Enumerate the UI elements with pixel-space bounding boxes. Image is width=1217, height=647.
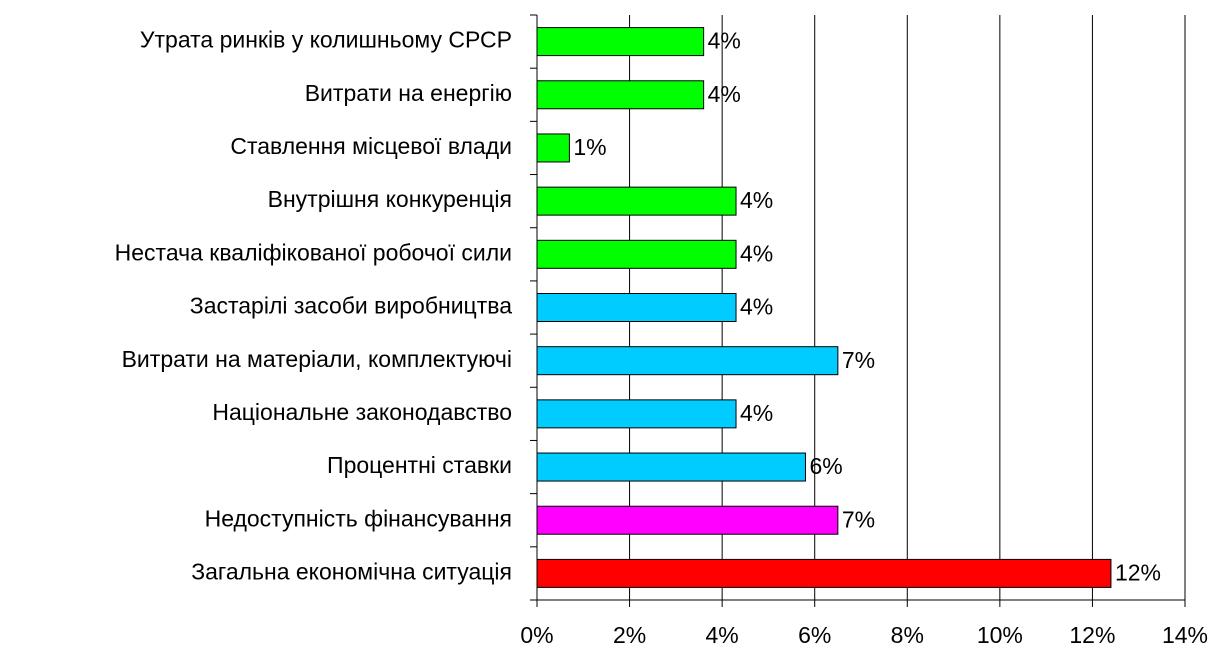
y-tick-label: Утрата ринків у колишньому СРСР [140, 27, 512, 53]
y-tick-label: Національне законодавство [212, 399, 512, 425]
x-tick-label: 14% [1162, 622, 1208, 647]
x-tick-label: 10% [977, 622, 1023, 647]
bar [536, 27, 705, 57]
y-tick-label: Загальна економічна ситуація [191, 558, 512, 584]
bar [536, 293, 737, 322]
value-label: 12% [1115, 559, 1161, 585]
value-label: 1% [573, 134, 606, 160]
bar [536, 346, 839, 376]
x-tick-label: 2% [613, 622, 646, 647]
bar [536, 133, 570, 163]
y-tick-label: Внутрішня конкуренція [268, 186, 512, 212]
value-label: 7% [842, 347, 875, 373]
bar [536, 452, 806, 482]
x-tick-label: 4% [706, 622, 739, 647]
value-label: 6% [809, 453, 842, 479]
x-tick-label: 12% [1069, 622, 1115, 647]
bar [536, 80, 705, 110]
value-label: 4% [740, 400, 773, 426]
bar [536, 186, 737, 216]
x-tick-label: 0% [520, 622, 553, 647]
y-tick-label: Ставлення місцевої влади [230, 133, 512, 159]
y-tick-label: Недоступність фінансування [205, 505, 512, 531]
x-tick-label: 6% [798, 622, 831, 647]
value-label: 4% [740, 187, 773, 213]
bar [536, 399, 737, 429]
y-tick-label: Нестача кваліфікованої робочої сили [115, 239, 512, 265]
bar [536, 558, 1112, 588]
value-label: 7% [842, 506, 875, 532]
x-tick-label: 8% [891, 622, 924, 647]
value-label: 4% [740, 240, 773, 266]
value-label: 4% [740, 294, 773, 320]
value-label: 4% [708, 81, 741, 107]
y-tick-label: Застарілі засоби виробництва [190, 293, 512, 319]
y-tick-label: Витрати на енергію [305, 80, 512, 106]
value-label: 4% [708, 28, 741, 54]
bar [536, 239, 737, 269]
bar [536, 505, 839, 535]
y-tick-label: Процентні ставки [327, 452, 512, 478]
y-tick-label: Витрати на матеріали, комплектуючі [122, 346, 512, 372]
